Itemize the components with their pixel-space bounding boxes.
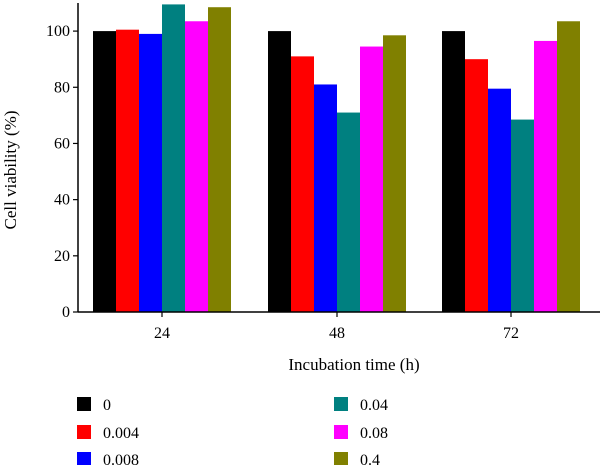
bar-72h-0 [442, 31, 465, 312]
legend-label-0.008: 0.008 [103, 452, 139, 465]
x-tick-label: 72 [503, 325, 519, 342]
bar-48h-0.04 [337, 112, 360, 313]
x-axis-title: Incubation time (h) [288, 355, 419, 374]
y-tick-label: 100 [46, 23, 70, 40]
bar-48h-0.004 [291, 56, 314, 312]
bars-group [93, 4, 580, 313]
bar-24h-0.004 [116, 29, 139, 312]
legend-label-0.04: 0.04 [360, 397, 388, 414]
y-tick-label: 40 [54, 192, 70, 209]
y-axis-title: Cell viability (%) [1, 111, 20, 230]
legend-swatch-0.008 [77, 452, 91, 465]
bar-48h-0.08 [360, 46, 383, 313]
legend-label-0.4: 0.4 [360, 452, 380, 465]
y-tick-label: 20 [54, 248, 70, 265]
legend-label-0.08: 0.08 [360, 425, 388, 442]
bar-48h-0.4 [383, 35, 406, 313]
legend-label-0: 0 [103, 397, 111, 414]
legend-swatch-0 [77, 397, 91, 411]
bar-48h-0 [268, 31, 291, 312]
legend-swatch-0.004 [77, 425, 91, 439]
bar-72h-0.004 [465, 59, 488, 312]
x-tick-label: 24 [154, 325, 170, 342]
y-tick-label: 0 [62, 304, 70, 321]
bar-24h-0.04 [162, 4, 185, 313]
bar-24h-0 [93, 31, 116, 312]
legend-label-0.004: 0.004 [103, 425, 139, 442]
x-tick-label: 48 [329, 325, 345, 342]
y-tick-label: 60 [54, 135, 70, 152]
bar-24h-0.08 [185, 21, 208, 312]
bar-24h-0.008 [139, 33, 162, 313]
legend-swatch-0.08 [334, 425, 348, 439]
bar-72h-0.008 [488, 88, 511, 312]
bar-24h-0.4 [208, 7, 231, 313]
legend: 0 0.004 0.008 0.04 0.08 0.4 [77, 397, 388, 465]
bar-72h-0.04 [511, 119, 534, 312]
axes-group: 0 20 40 60 80 100 24 48 72 [46, 3, 600, 342]
bar-72h-0.08 [534, 40, 557, 312]
bar-48h-0.008 [314, 84, 337, 312]
legend-swatch-0.04 [334, 397, 348, 411]
bar-72h-0.4 [557, 21, 580, 312]
y-tick-label: 80 [54, 79, 70, 96]
legend-swatch-0.4 [334, 452, 348, 465]
